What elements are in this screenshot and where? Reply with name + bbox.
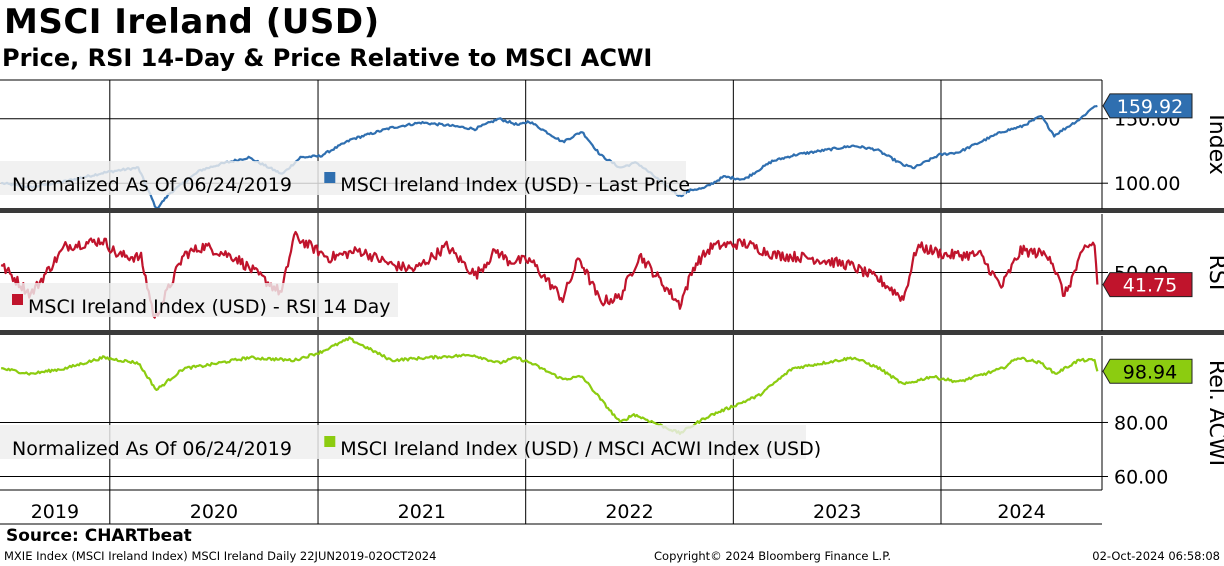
frame-layer bbox=[0, 79, 1224, 525]
last-value-label: 98.94 bbox=[1123, 361, 1177, 383]
last-value-label: 41.75 bbox=[1123, 275, 1177, 297]
axis-title: RSI bbox=[1204, 255, 1224, 291]
legend: MSCI Ireland Index (USD) - RSI 14 Day bbox=[0, 283, 398, 318]
year-tick-label: 2024 bbox=[997, 501, 1045, 523]
year-tick-label: 2020 bbox=[190, 501, 238, 523]
y-tick-label: 100.00 bbox=[1114, 173, 1180, 195]
last-value-tag: 159.92 bbox=[1102, 93, 1193, 119]
chart-title: MSCI Ireland (USD) bbox=[4, 2, 380, 42]
last-value-tag: 41.75 bbox=[1102, 272, 1193, 298]
series-line bbox=[0, 336, 1099, 436]
footer-copyright: Copyright© 2024 Bloomberg Finance L.P. bbox=[654, 549, 891, 563]
year-tick-label: 2019 bbox=[31, 501, 79, 523]
legend-swatch bbox=[324, 436, 336, 447]
legend-background bbox=[0, 425, 806, 459]
chart-subtitle: Price, RSI 14-Day & Price Relative to MS… bbox=[2, 44, 653, 72]
legend-layer: Normalized As Of 06/24/2019 MSCI Ireland … bbox=[0, 161, 821, 460]
panel-separator bbox=[0, 208, 1224, 213]
legend-background bbox=[0, 283, 398, 317]
legend: Normalized As Of 06/24/2019 MSCI Ireland … bbox=[0, 161, 690, 196]
footer-ticker-info: MXIE Index (MSCI Ireland Index) MSCI Ire… bbox=[4, 549, 437, 563]
year-tick-label: 2021 bbox=[398, 501, 446, 523]
axis-title: Rel. ACWI bbox=[1204, 360, 1224, 466]
year-tick-label: 2023 bbox=[813, 501, 861, 523]
y-tick-label: 80.00 bbox=[1114, 412, 1168, 434]
last-value-box bbox=[1102, 93, 1193, 119]
last-value-label: 159.92 bbox=[1117, 96, 1183, 118]
legend-label: MSCI Ireland Index (USD) - Last Price bbox=[340, 174, 690, 196]
last-value-box bbox=[1102, 272, 1193, 298]
panel-separator bbox=[0, 330, 1224, 335]
series-line bbox=[0, 230, 1099, 319]
legend-swatch bbox=[324, 172, 336, 183]
legend-label: Normalized As Of 06/24/2019 bbox=[12, 438, 292, 460]
legend-swatch bbox=[12, 294, 23, 305]
legend: Normalized As Of 06/24/2019 MSCI Ireland … bbox=[0, 425, 821, 460]
year-tick-label: 2022 bbox=[605, 501, 653, 523]
legend-label: Normalized As Of 06/24/2019 bbox=[12, 174, 292, 196]
y-tick-label: 60.00 bbox=[1114, 466, 1168, 488]
footer-timestamp: 02-Oct-2024 06:58:08 bbox=[1092, 549, 1220, 563]
axis-title: Index bbox=[1204, 114, 1224, 175]
legend-label: MSCI Ireland Index (USD) - RSI 14 Day bbox=[28, 296, 390, 318]
legend-label: MSCI Ireland Index (USD) / MSCI ACWI Ind… bbox=[340, 438, 821, 460]
last-value-tag: 98.94 bbox=[1102, 358, 1193, 384]
last-value-box bbox=[1102, 358, 1193, 384]
series-layer bbox=[0, 104, 1099, 436]
source-label: Source: CHARTbeat bbox=[6, 526, 192, 546]
legend-background bbox=[0, 161, 686, 195]
